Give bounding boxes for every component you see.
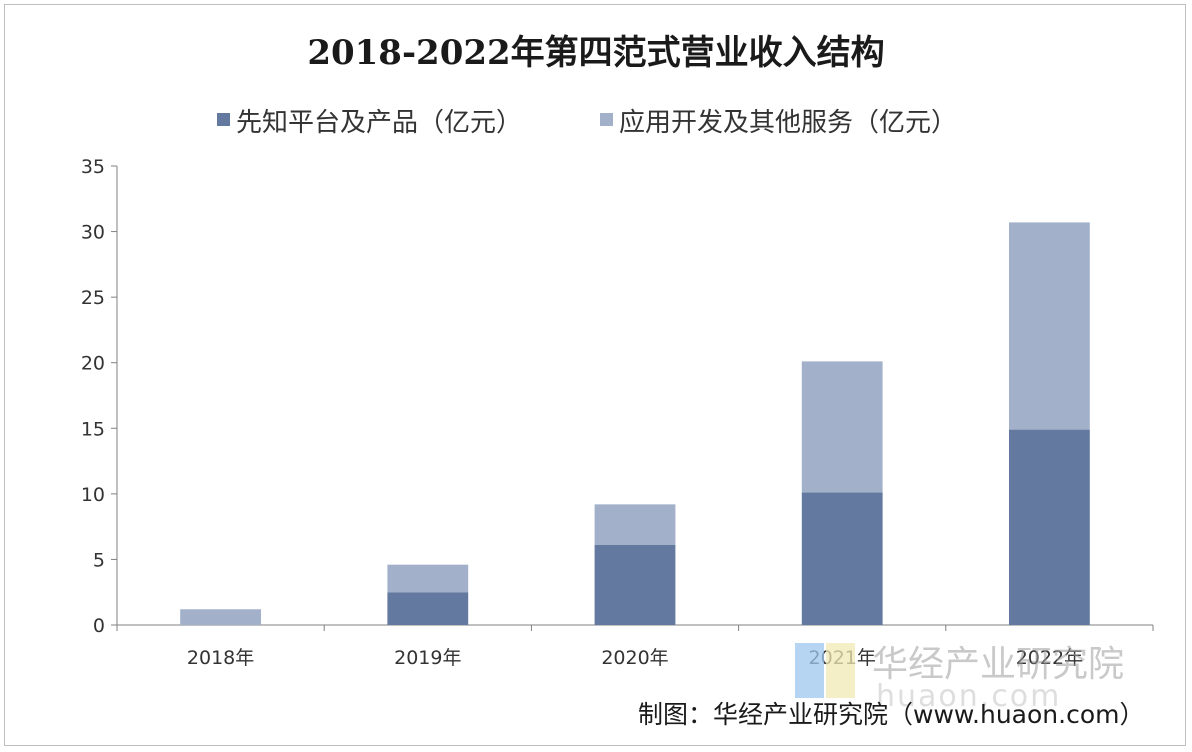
y-tick-label: 20 — [81, 353, 105, 375]
x-tick-label: 2019年 — [394, 647, 461, 669]
bar-xianzhi — [801, 492, 883, 625]
bar-services — [180, 609, 262, 625]
chart-title: 2018-2022年第四范式营业收入结构 — [307, 33, 884, 73]
watermark: 华经产业研究院 huaon.com — [795, 643, 1124, 714]
bar-services — [1008, 222, 1090, 430]
legend-label-xianzhi: 先知平台及产品（亿元） — [236, 108, 522, 138]
bar-xianzhi — [1008, 429, 1090, 625]
legend-swatch-xianzhi — [217, 113, 230, 126]
y-tick-label: 15 — [81, 418, 105, 440]
y-tick-label: 5 — [93, 549, 105, 571]
watermark-logo-yellow — [826, 643, 855, 698]
watermark-url: huaon.com — [876, 679, 1061, 714]
source-note: 制图：华经产业研究院（www.huaon.com） — [638, 700, 1144, 729]
bar-services — [387, 564, 469, 593]
watermark-logo-blue — [795, 643, 824, 698]
y-tick-label: 35 — [81, 156, 105, 178]
y-axis: 0 5 10 15 20 25 30 35 — [81, 156, 118, 637]
x-tick-label: 2020年 — [601, 647, 668, 669]
y-tick-label: 30 — [81, 222, 105, 244]
bar-services — [594, 504, 676, 546]
legend-swatch-services — [600, 113, 613, 126]
watermark-text: 华经产业研究院 — [872, 644, 1124, 685]
x-tick-label: 2022年 — [1016, 647, 1083, 669]
legend: 先知平台及产品（亿元） 应用开发及其他服务（亿元） — [217, 108, 957, 138]
y-tick-label: 25 — [81, 287, 105, 309]
y-tick-label: 0 — [93, 615, 105, 637]
bar-xianzhi — [387, 592, 469, 625]
bar-xianzhi — [594, 545, 676, 625]
bars — [180, 222, 1090, 625]
bar-services — [801, 361, 883, 493]
x-tick-label: 2018年 — [187, 647, 254, 669]
y-tick-label: 10 — [81, 484, 105, 506]
legend-label-services: 应用开发及其他服务（亿元） — [619, 108, 957, 138]
